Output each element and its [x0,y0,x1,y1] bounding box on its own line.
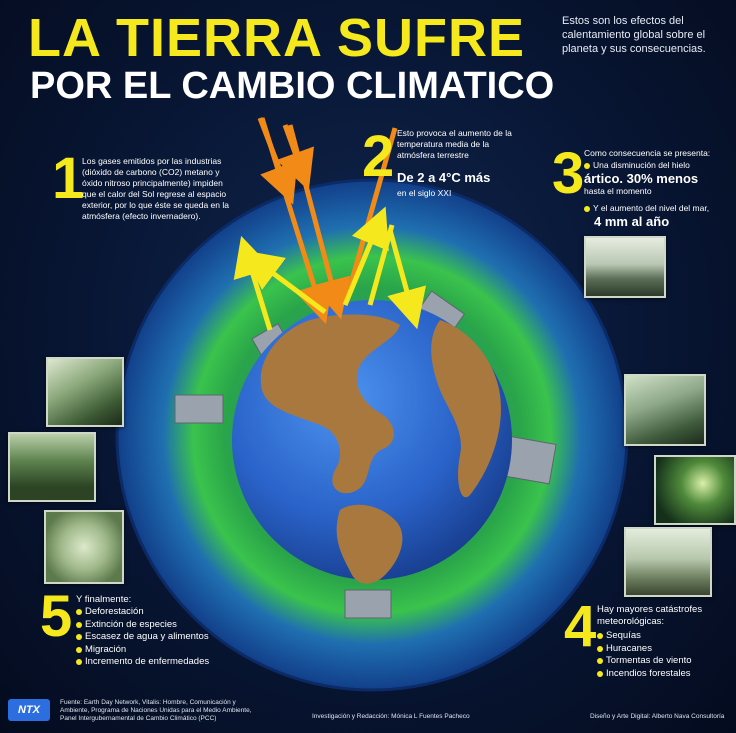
step4-number: 4 [564,594,597,659]
hurricane-photo [624,374,706,446]
glacier-photo [584,236,666,298]
step4-intro: Hay mayores catástrofes meteorológicas: [597,604,703,627]
list-item: Deforestación [76,606,209,619]
step2-highlight: De 2 a 4°C más [397,170,491,185]
step1-number: 1 [52,146,85,211]
main-title: LA TIERRA SUFRE [28,8,525,68]
step5-number: 5 [40,584,73,649]
list-item: Tormentas de viento [597,655,692,668]
bullet-icon [597,645,603,652]
storm-photo [654,455,736,525]
step4-list: Sequías Huracanes Tormentas de viento In… [597,630,692,680]
bullet-icon [597,670,603,677]
bullet-icon [76,646,82,653]
step5-list: Deforestación Extinción de especies Esca… [76,606,209,669]
step2-text: Esto provoca el aumento de la temperatur… [397,128,512,160]
bullet-icon [76,621,82,628]
sun-rays [257,117,398,325]
list-item: Incremento de enfermedades [76,656,209,669]
subtitle: POR EL CAMBIO CLIMATICO [30,65,555,107]
step3-number: 3 [552,141,585,206]
step2-number: 2 [362,124,395,189]
list-item: Sequías [597,630,692,643]
drought-photo [624,527,712,597]
intro-text: Estos son los efectos del calentamiento … [562,15,706,55]
source-text: Fuente: Earth Day Network, Vitalis: Homb… [60,699,252,722]
bullet-icon [597,633,603,639]
step3-item2-highlight: 4 mm al año [594,214,670,229]
step3-item1-sub: hasta el momento [584,186,652,196]
bullet-icon [76,634,82,640]
heat-arrows [233,206,426,331]
list-item: Escasez de agua y alimentos [76,631,209,644]
dry-land-photo [44,510,124,584]
bullet-icon [76,609,82,615]
research-credit: Investigación y Redacción: Mónica L Fuen… [312,713,470,720]
species-photo [8,432,96,502]
list-item: Incendios forestales [597,668,692,681]
step2-subtext: en el siglo XXI [397,188,452,198]
bullet-icon [76,659,82,665]
step5-intro: Y finalmente: [76,594,132,605]
ntx-logo: NTX [8,699,50,721]
continents [260,314,501,584]
bullet-icon [584,163,590,169]
bullet-icon [584,206,590,212]
list-item: Migración [76,644,209,657]
step3-intro: Como consecuencia se presenta: [584,148,711,158]
step3-item2-text: Y el aumento del nivel del mar, [593,203,710,213]
design-credit: Diseño y Arte Digital: Alberto Nava Cons… [590,713,725,720]
step1-text: Los gases emitidos por las industrias (d… [82,156,229,221]
deforestation-photo [46,357,124,427]
list-item: Huracanes [597,643,692,656]
bullet-icon [597,658,603,664]
step3-list: Una disminución del hielo ártico. 30% me… [584,160,734,229]
list-item: Extinción de especies [76,619,209,632]
step3-item1-highlight: ártico. 30% menos [584,171,699,186]
step3-item1-text: Una disminución del hielo [593,160,690,170]
